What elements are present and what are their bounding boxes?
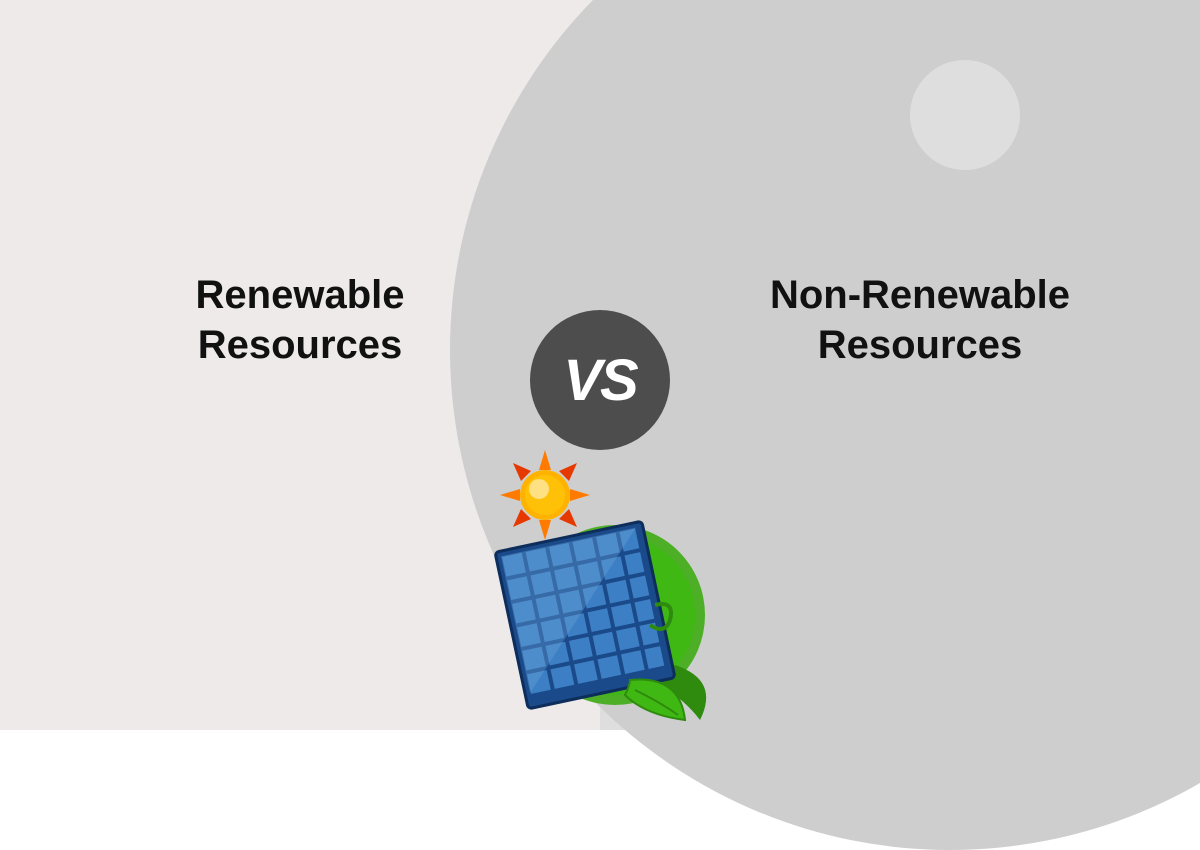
right-label-line2: Resources — [818, 323, 1023, 367]
right-label: Non-Renewable Resources — [720, 270, 1120, 370]
comparison-infographic: Renewable Resources Non-Renewable Resour… — [0, 0, 1200, 730]
left-label-line2: Resources — [198, 323, 403, 367]
sun-icon — [500, 450, 590, 540]
solar-energy-icon — [460, 450, 740, 730]
left-label: Renewable Resources — [140, 270, 460, 370]
right-label-line1: Non-Renewable — [770, 273, 1070, 317]
vs-badge: VS — [530, 310, 670, 450]
yin-dot-decoration — [910, 60, 1020, 170]
left-label-line1: Renewable — [196, 273, 405, 317]
vs-text: VS — [563, 347, 636, 414]
